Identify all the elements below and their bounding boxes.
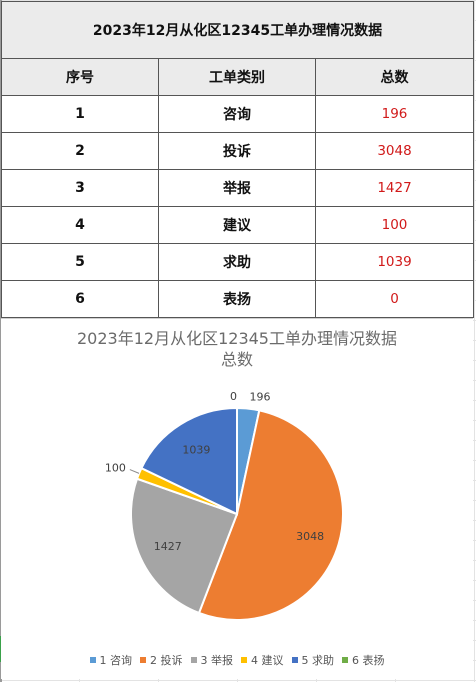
cell-type[interactable]: 投诉 [158, 132, 316, 170]
pie-slice-投诉[interactable] [197, 409, 344, 621]
legend-item-求助[interactable]: 5 求助 [291, 652, 335, 668]
legend-label: 5 求助 [301, 654, 335, 667]
chart-subtitle: 总数 [220, 350, 253, 369]
data-label-求助: 1039 [182, 443, 210, 456]
cell-total[interactable]: 1039 [315, 243, 474, 281]
cell-index[interactable]: 1 [1, 95, 159, 133]
table-title-row: 2023年12月从化区12345工单办理情况数据 [1, 1, 474, 59]
legend-swatch [140, 657, 146, 663]
cell-index[interactable]: 5 [1, 243, 159, 281]
legend-item-投诉[interactable]: 2 投诉 [140, 652, 183, 668]
cell-total[interactable]: 0 [315, 280, 474, 318]
data-label-举报: 1427 [154, 540, 182, 553]
cell-type[interactable]: 求助 [158, 243, 316, 281]
table-title[interactable]: 2023年12月从化区12345工单办理情况数据 [1, 1, 474, 59]
legend-swatch [342, 657, 348, 663]
table-header-row: 序号 工单类别 总数 [1, 58, 474, 96]
leader-line-建议 [129, 469, 140, 474]
legend-label: 4 建议 [251, 654, 284, 667]
legend-label: 3 举报 [200, 654, 234, 667]
cell-total[interactable]: 1427 [315, 169, 474, 207]
table-row: 6 表扬 0 [1, 280, 474, 318]
data-label-建议: 100 [105, 462, 126, 475]
data-table: 2023年12月从化区12345工单办理情况数据 序号 工单类别 总数 1 咨询… [1, 1, 474, 318]
chart-title: 2023年12月从化区12345工单办理情况数据 [77, 329, 397, 348]
cell-total[interactable]: 3048 [315, 132, 474, 170]
legend-item-咨询[interactable]: 1 咨询 [89, 652, 133, 668]
header-total[interactable]: 总数 [315, 58, 474, 96]
cell-index[interactable]: 2 [1, 132, 159, 170]
cell-index[interactable]: 6 [1, 280, 159, 318]
pie-chart[interactable]: 2023年12月从化区12345工单办理情况数据 总数 196 3048 1427 1… [1, 318, 473, 679]
table-row: 4 建议 100 [1, 206, 474, 244]
data-label-咨询: 196 [249, 391, 270, 404]
cell-type[interactable]: 建议 [158, 206, 316, 244]
cell-index[interactable]: 4 [1, 206, 159, 244]
cell-index[interactable]: 3 [1, 169, 159, 207]
pie-chart-plot[interactable]: 196 3048 1427 100 1039 0 [1, 319, 473, 649]
legend-label: 1 咨询 [99, 654, 133, 667]
legend-swatch [291, 657, 298, 663]
legend-label: 2 投诉 [150, 654, 183, 667]
legend-swatch [190, 657, 197, 663]
legend-item-表扬[interactable]: 6 表扬 [342, 652, 385, 668]
table-row: 5 求助 1039 [1, 243, 474, 281]
cell-type[interactable]: 表扬 [158, 280, 316, 318]
header-type[interactable]: 工单类别 [158, 58, 316, 96]
header-index[interactable]: 序号 [1, 58, 159, 96]
legend-item-建议[interactable]: 4 建议 [241, 652, 284, 668]
chart-legend: 1 咨询 2 投诉 3 举报 4 建议 5 求助 6 表扬 [1, 652, 473, 668]
pie-slice-求助[interactable] [140, 406, 238, 516]
legend-item-举报[interactable]: 3 举报 [190, 652, 234, 668]
legend-swatch [241, 657, 247, 663]
table-row: 1 咨询 196 [1, 95, 474, 133]
cell-total[interactable]: 100 [315, 206, 474, 244]
pie-slice-举报[interactable] [130, 477, 239, 615]
data-label-投诉: 3048 [296, 530, 324, 543]
table-row: 2 投诉 3048 [1, 132, 474, 170]
cell-type[interactable]: 举报 [158, 169, 316, 207]
cell-total[interactable]: 196 [315, 95, 474, 133]
legend-swatch [89, 657, 96, 663]
data-label-表扬: 0 [230, 390, 237, 403]
table-row: 3 举报 1427 [1, 169, 474, 207]
legend-label: 6 表扬 [352, 654, 385, 667]
cell-type[interactable]: 咨询 [158, 95, 316, 133]
